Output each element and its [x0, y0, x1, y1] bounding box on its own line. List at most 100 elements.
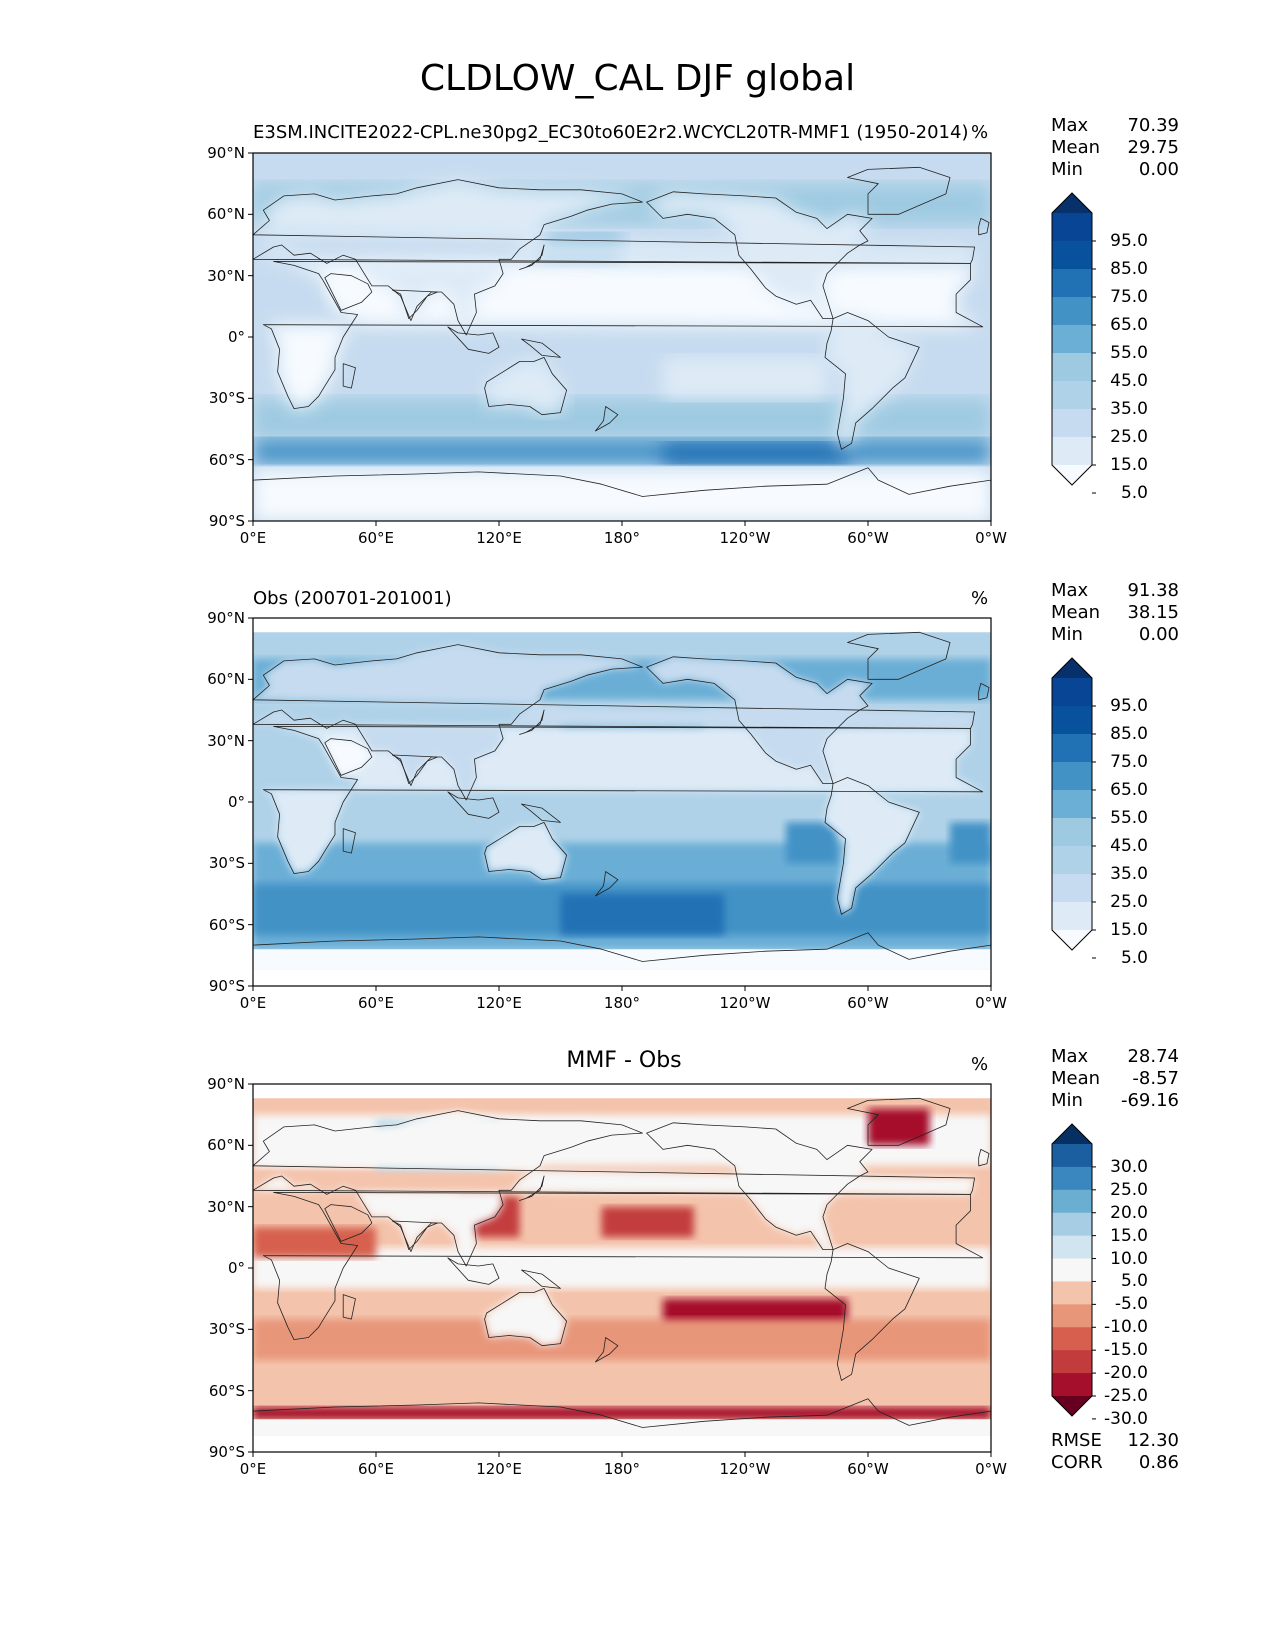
colorbar-label: 25.0 [1110, 1179, 1148, 1200]
lon-tick-label: 180° [603, 1460, 641, 1478]
colorbar-label: 65.0 [1110, 780, 1148, 800]
colorbar-extend-min [1052, 930, 1092, 950]
colorbar-segment [1052, 762, 1092, 791]
colorbar-segment [1052, 734, 1092, 763]
colorbar-extend-max [1052, 193, 1092, 213]
colorbar-segment [1052, 213, 1092, 242]
lat-tick-label: 30°S [208, 854, 245, 873]
colorbar-segment [1052, 902, 1092, 931]
colorbar-segment [1052, 1166, 1092, 1191]
lon-tick-label: 0°E [239, 529, 267, 547]
colorbar-segment [1052, 790, 1092, 819]
coastline-africa [262, 260, 984, 410]
coastline-arabia [324, 738, 373, 776]
coastline-nz [595, 406, 619, 432]
coastline-uk [978, 1149, 990, 1167]
colorbar-label: 25.0 [1110, 892, 1148, 912]
colorbar-label: 65.0 [1110, 315, 1148, 335]
coastline-indonesia [447, 1257, 500, 1285]
lon-tick-label: 0°E [239, 1460, 267, 1478]
lon-tick-label: 60°W [847, 1460, 889, 1478]
lon-tick-label: 0°W [975, 529, 1007, 547]
coastline-indonesia [447, 791, 500, 819]
coastline-india [391, 289, 438, 320]
colorbar-label: -5.0 [1114, 1294, 1148, 1315]
stat-value: 91.38 [1127, 580, 1179, 601]
colorbar-label: 15.0 [1110, 455, 1148, 475]
colorbar-label: 75.0 [1110, 752, 1148, 772]
lat-tick-label: 90°S [208, 512, 245, 530]
lon-tick-label: 0°E [239, 994, 267, 1012]
coastline-newguinea [521, 803, 561, 823]
colorbar-label: 25.0 [1110, 427, 1148, 447]
lat-tick-label: 90°N [207, 144, 245, 162]
lat-tick-label: 60°N [207, 205, 245, 224]
panel-diff-unit: % [971, 1054, 989, 1075]
coastline-madagascar [342, 828, 356, 854]
coastline-antarctica [253, 932, 991, 986]
colorbar-segment [1052, 297, 1092, 326]
colorbar-segment [1052, 1212, 1092, 1237]
colorbar-segment [1052, 325, 1092, 354]
coastline-arabia [324, 1204, 373, 1242]
colorbar-label: -10.0 [1104, 1317, 1148, 1338]
colorbar-segment [1052, 1144, 1092, 1168]
stat-value: 38.15 [1127, 602, 1179, 623]
lat-tick-label: 60°N [207, 1136, 245, 1155]
panel-diff-title: MMF - Obs [566, 1048, 682, 1073]
lat-tick-label: 90°N [207, 609, 245, 627]
colorbar-label: -30.0 [1104, 1408, 1148, 1429]
coastline-europe_asia [253, 1110, 975, 1267]
lat-tick-label: 60°S [208, 915, 245, 934]
colorbar-panel-3 [1051, 1123, 1096, 1420]
colorbar-label: -20.0 [1104, 1363, 1148, 1384]
colorbar-extend-max [1052, 1124, 1092, 1144]
panel-obs-title: Obs (200701-201001) [253, 588, 452, 609]
lat-tick-label: 90°S [208, 1443, 245, 1461]
coastline-nz [595, 871, 619, 897]
lat-tick-label: 30°N [207, 731, 245, 750]
colorbar-segment [1052, 1189, 1092, 1214]
coastline-newguinea [521, 338, 561, 358]
colorbar-segment [1052, 706, 1092, 735]
map-field-panel-2 [253, 618, 991, 986]
lat-tick-label: 90°N [207, 1075, 245, 1093]
lon-tick-label: 180° [603, 994, 641, 1012]
panel-obs-stats: Max 91.38 Mean 38.15 Min 0.00 [1051, 580, 1179, 646]
colorbar-extend-max [1052, 658, 1092, 678]
stat-value: -8.57 [1132, 1068, 1179, 1089]
stat-value: 0.00 [1138, 624, 1179, 645]
coastline-greenland [847, 1097, 951, 1146]
colorbar-segment [1052, 1350, 1092, 1374]
coastline-africa [262, 726, 984, 874]
stat-value: 70.39 [1127, 115, 1179, 136]
colorbar-label: -25.0 [1104, 1386, 1148, 1406]
map-field-panel-1 [253, 153, 991, 521]
panel-diff-extra-stats: RMSE 12.30 CORR 0.86 [1051, 1430, 1179, 1474]
colorbar-extend-min [1052, 465, 1092, 485]
panel-model-unit: % [971, 122, 989, 143]
lon-tick-label: 60°E [357, 1460, 395, 1478]
coastline-greenland [847, 631, 951, 680]
coastline-antarctica [253, 467, 991, 521]
stat-value: 12.30 [1127, 1430, 1179, 1451]
coastline-south_america [824, 777, 920, 915]
colorbar-segment [1052, 353, 1092, 382]
lon-tick-label: 60°E [357, 994, 395, 1012]
colorbar-segment [1052, 874, 1092, 903]
stat-value: -69.16 [1120, 1090, 1179, 1111]
colorbar-label: 5.0 [1120, 483, 1148, 503]
coastline-uk [978, 683, 990, 701]
lon-tick-label: 60°W [847, 994, 889, 1012]
colorbar-segment [1052, 437, 1092, 466]
colorbar-label: 45.0 [1110, 836, 1148, 856]
colorbar-label: 5.0 [1120, 948, 1148, 968]
stat-label: RMSE [1051, 1430, 1102, 1451]
coastline-japan [519, 1175, 545, 1201]
colorbar-label: 10.0 [1110, 1248, 1148, 1269]
map-field-panel-3 [253, 1084, 991, 1452]
coastline-japan [519, 709, 545, 735]
stat-value: 29.75 [1127, 137, 1179, 158]
coastline-south_america [824, 312, 920, 450]
